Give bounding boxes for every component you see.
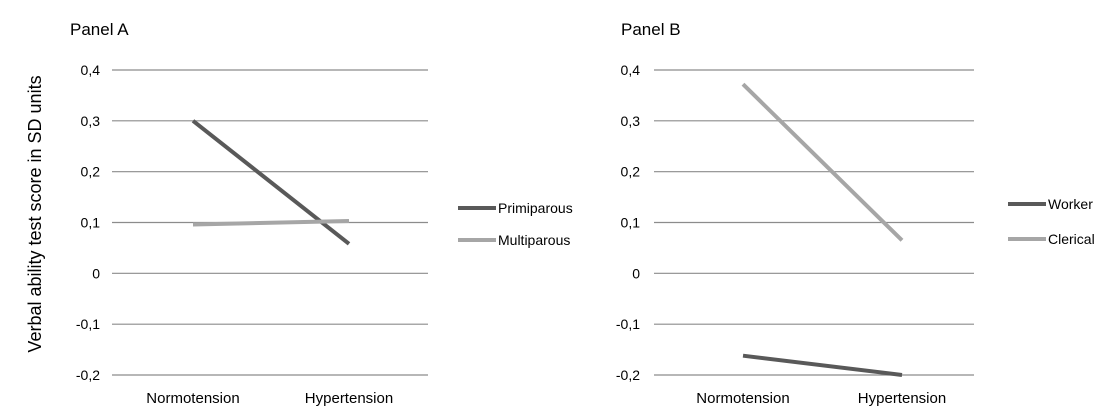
panel-b: Panel B 0,4 0,3 0,2 0,1 0 -0,1 -0,2 Normotensi… — [616, 20, 1095, 407]
panel-b-x-ticks: Normotension Hypertension — [696, 390, 946, 407]
panel-b-y-ticks: 0,4 0,3 0,2 0,1 0 -0,1 -0,2 — [616, 62, 640, 383]
panel-a-title: Panel A — [70, 20, 129, 39]
y-tick-label: -0,2 — [616, 367, 640, 383]
x-tick-label: Hypertension — [305, 390, 393, 407]
x-tick-label: Normotension — [146, 390, 239, 407]
y-tick-label: -0,1 — [76, 316, 100, 332]
panel-a-gridlines — [112, 69, 428, 376]
x-tick-label: Normotension — [696, 390, 789, 407]
y-tick-label: 0,1 — [81, 215, 101, 231]
panel-a-series — [191, 119, 351, 246]
series-line-worker — [742, 353, 903, 377]
y-tick-label: 0,3 — [621, 113, 641, 129]
panel-a-legend: Primiparous Multiparous — [458, 200, 573, 248]
y-tick-label: 0,1 — [621, 215, 641, 231]
panel-a-x-ticks: Normotension Hypertension — [146, 390, 393, 407]
legend-label: Worker — [1048, 196, 1093, 212]
panel-b-series — [741, 82, 904, 377]
y-axis-label: Verbal ability test score in SD units — [25, 75, 45, 352]
y-tick-label: 0,3 — [81, 113, 101, 129]
series-line-multiparous — [192, 218, 350, 227]
legend-label: Multiparous — [498, 232, 570, 248]
series-line-clerical — [741, 82, 904, 242]
y-tick-label: -0,1 — [616, 316, 640, 332]
panel-a: Panel A 0,4 0,3 0,2 0,1 0 -0,1 -0,2 Normotensi… — [70, 20, 573, 407]
y-tick-label: 0,2 — [621, 164, 641, 180]
y-tick-label: 0,4 — [621, 62, 641, 78]
x-tick-label: Hypertension — [858, 390, 946, 407]
panel-b-gridlines — [654, 69, 974, 376]
legend-label: Clerical — [1048, 231, 1095, 247]
y-tick-label: 0,4 — [81, 62, 101, 78]
y-tick-label: 0,2 — [81, 164, 101, 180]
y-tick-label: 0 — [632, 265, 640, 281]
panel-b-title: Panel B — [621, 20, 681, 39]
y-tick-label: 0 — [92, 265, 100, 281]
panel-a-y-ticks: 0,4 0,3 0,2 0,1 0 -0,1 -0,2 — [76, 62, 100, 383]
panel-b-legend: Worker Clerical — [1008, 196, 1095, 247]
legend-label: Primiparous — [498, 200, 573, 216]
y-tick-label: -0,2 — [76, 367, 100, 383]
